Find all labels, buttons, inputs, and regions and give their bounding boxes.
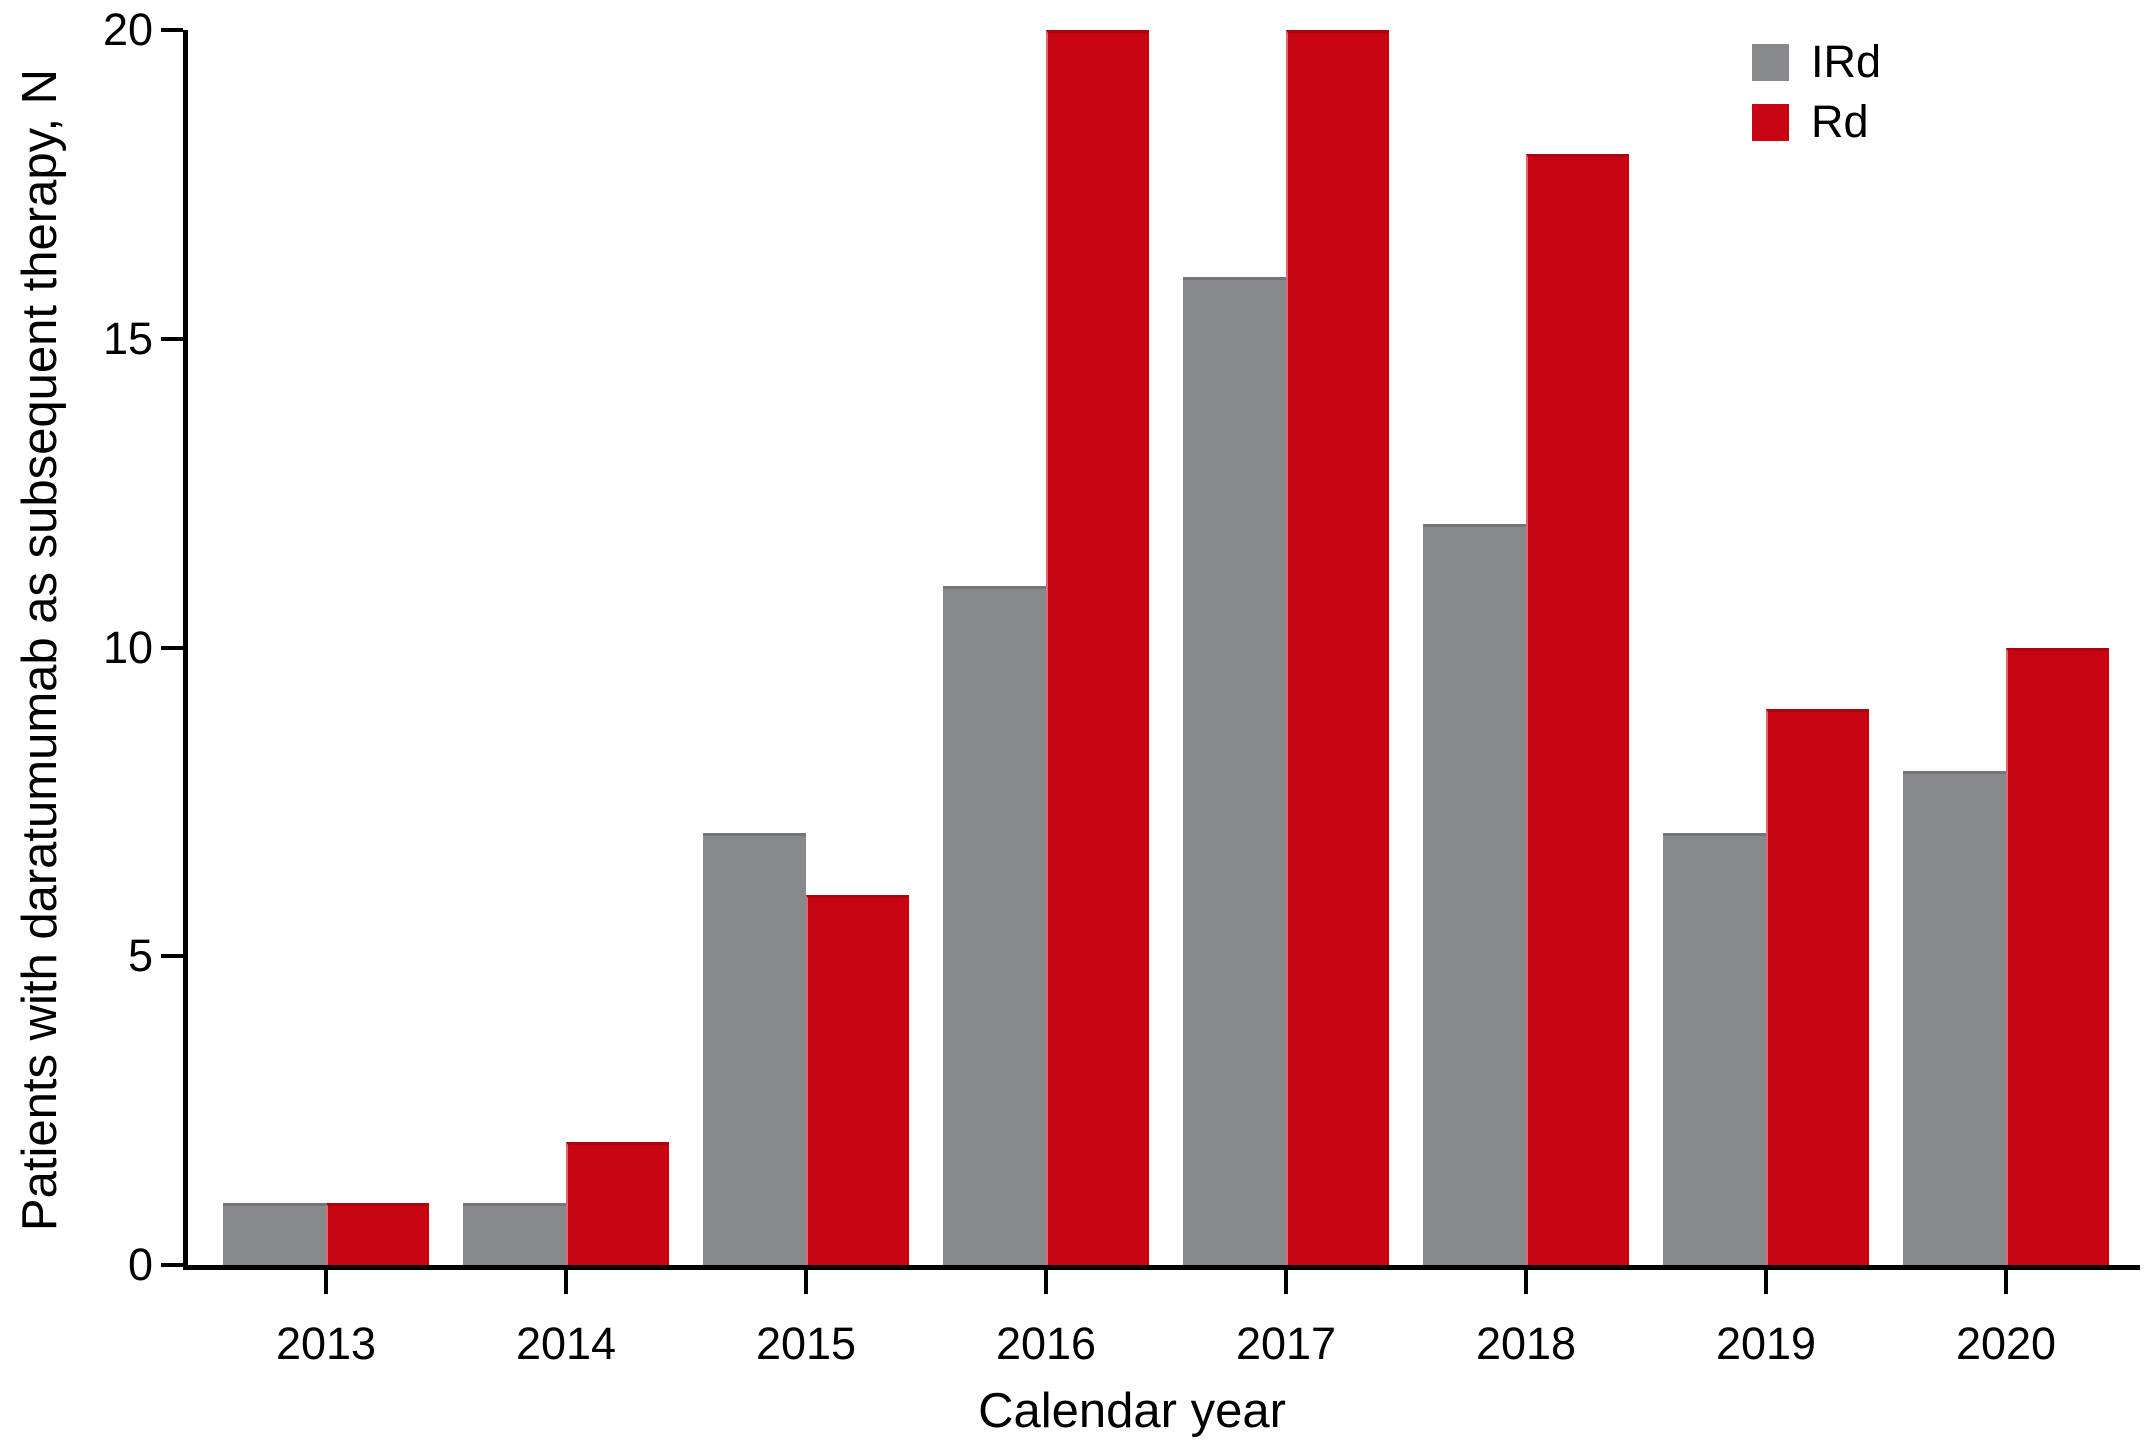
bar-IRd-2016 — [943, 585, 1046, 1265]
bar-IRd-2019 — [1663, 832, 1766, 1265]
y-tick-label-5: 5 — [127, 930, 153, 982]
legend-label-ird: IRd — [1811, 36, 1882, 87]
bar-Rd-2017 — [1286, 30, 1389, 1265]
x-tick-label-2013: 2013 — [275, 1318, 377, 1369]
bar-IRd-2014 — [463, 1203, 566, 1265]
x-tick-2019 — [1764, 1270, 1768, 1294]
y-tick-10 — [161, 645, 183, 650]
bar-IRd-2018 — [1423, 524, 1526, 1265]
x-tick-2020 — [2004, 1270, 2008, 1294]
y-tick-0 — [161, 1263, 183, 1267]
bar-Rd-2015 — [806, 894, 909, 1265]
bar-Rd-2016 — [1046, 30, 1149, 1265]
bar-Rd-2018 — [1526, 153, 1629, 1265]
bar-Rd-2013 — [326, 1203, 429, 1265]
x-tick-2018 — [1524, 1270, 1528, 1294]
bar-IRd-2017 — [1183, 277, 1286, 1265]
y-tick-label-15: 15 — [102, 312, 153, 364]
x-tick-2013 — [324, 1270, 328, 1294]
legend-item-rd: Rd — [1752, 96, 1881, 147]
legend-item-ird: IRd — [1752, 36, 1882, 87]
y-tick-label-0: 0 — [127, 1239, 153, 1290]
x-tick-label-2014: 2014 — [515, 1318, 617, 1369]
x-tick-2014 — [564, 1270, 568, 1294]
bar-Rd-2019 — [1766, 709, 1869, 1265]
bar-IRd-2013 — [223, 1203, 326, 1265]
legend-label-rd: Rd — [1811, 96, 1869, 147]
x-tick-label-2017: 2017 — [1235, 1318, 1337, 1369]
y-tick-5 — [161, 954, 183, 959]
x-tick-2017 — [1284, 1270, 1288, 1294]
y-tick-15 — [161, 336, 183, 341]
y-tick-label-10: 10 — [102, 621, 153, 673]
legend-swatch-ird — [1752, 43, 1789, 81]
bar-Rd-2020 — [2006, 647, 2109, 1265]
x-tick-label-2016: 2016 — [995, 1318, 1097, 1369]
bar-IRd-2015 — [703, 832, 806, 1265]
x-axis-title: Calendar year — [978, 1384, 1286, 1438]
plot-area: 0 5 10 15 20 2013 2014 2015 2016 2017 2018 2019 2020 — [103, 4, 2140, 1369]
x-tick-2015 — [804, 1270, 808, 1294]
x-tick-label-2018: 2018 — [1475, 1318, 1577, 1369]
x-tick-2016 — [1044, 1270, 1048, 1294]
x-tick-label-2020: 2020 — [1955, 1318, 2057, 1369]
bar-IRd-2020 — [1903, 771, 2006, 1265]
y-tick-20 — [161, 28, 183, 32]
x-tick-label-2015: 2015 — [755, 1318, 857, 1369]
x-tick-label-2019: 2019 — [1715, 1318, 1817, 1369]
legend-swatch-rd — [1752, 103, 1789, 141]
y-tick-label-20: 20 — [102, 4, 153, 55]
legend: IRd Rd — [1752, 36, 1882, 160]
bar-Rd-2014 — [566, 1141, 669, 1265]
